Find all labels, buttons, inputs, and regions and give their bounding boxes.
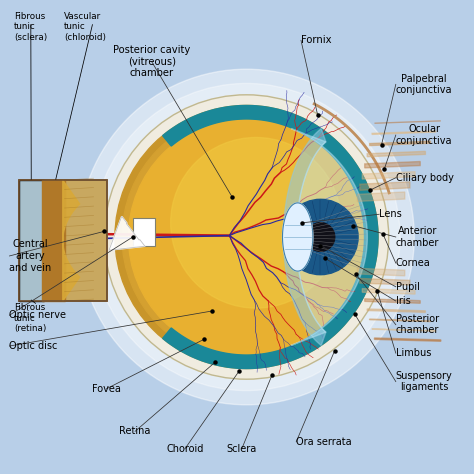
Polygon shape — [357, 192, 405, 201]
Polygon shape — [357, 268, 405, 276]
FancyBboxPatch shape — [19, 180, 44, 301]
Polygon shape — [365, 299, 420, 303]
Polygon shape — [63, 180, 80, 301]
Text: Fibrous
tunic
(sclera): Fibrous tunic (sclera) — [14, 12, 47, 42]
Text: Cornea: Cornea — [396, 258, 430, 268]
Text: Fovea: Fovea — [92, 383, 121, 394]
Polygon shape — [372, 131, 436, 135]
Polygon shape — [374, 121, 441, 123]
Text: Limbus: Limbus — [396, 348, 431, 358]
Text: Optic nerve: Optic nerve — [9, 310, 66, 320]
Text: Ora serrata: Ora serrata — [296, 437, 352, 447]
Polygon shape — [362, 289, 415, 294]
Text: Vascular
tunic
(chloroid): Vascular tunic (chloroid) — [64, 12, 106, 42]
Text: Fornix: Fornix — [301, 35, 331, 46]
Polygon shape — [365, 162, 420, 168]
Text: Lens: Lens — [379, 209, 402, 219]
Text: Fibrous
tunic
(retina): Fibrous tunic (retina) — [14, 303, 46, 333]
Circle shape — [283, 200, 358, 275]
Text: Ocular
conjunctiva: Ocular conjunctiva — [396, 124, 452, 146]
Polygon shape — [163, 106, 378, 368]
Polygon shape — [283, 128, 326, 346]
Text: Choroid: Choroid — [166, 444, 203, 454]
FancyBboxPatch shape — [133, 218, 155, 246]
Circle shape — [79, 69, 414, 405]
Polygon shape — [372, 329, 436, 331]
Polygon shape — [362, 172, 415, 179]
Text: Posterior cavity
(vitreous)
chamber: Posterior cavity (vitreous) chamber — [113, 45, 190, 78]
Polygon shape — [360, 182, 410, 190]
Circle shape — [93, 83, 400, 391]
Polygon shape — [360, 278, 410, 285]
Text: Anterior
chamber: Anterior chamber — [396, 226, 439, 248]
Polygon shape — [109, 216, 145, 250]
Text: Sclera: Sclera — [227, 444, 257, 454]
Polygon shape — [291, 128, 367, 346]
Text: Ciliary body: Ciliary body — [396, 173, 454, 183]
Polygon shape — [367, 151, 425, 157]
Text: Suspensory
ligaments: Suspensory ligaments — [396, 371, 453, 392]
Text: Palpebral
conjunctiva: Palpebral conjunctiva — [396, 73, 452, 95]
Text: Posterior
chamber: Posterior chamber — [396, 314, 439, 336]
Text: Iris: Iris — [396, 296, 410, 306]
FancyBboxPatch shape — [19, 180, 107, 301]
Text: Central
artery
and vein: Central artery and vein — [9, 239, 52, 273]
Circle shape — [122, 113, 371, 362]
Circle shape — [306, 223, 335, 251]
Polygon shape — [374, 338, 441, 341]
Polygon shape — [370, 319, 430, 321]
Circle shape — [128, 119, 365, 355]
Polygon shape — [367, 309, 425, 312]
Circle shape — [171, 137, 341, 308]
Circle shape — [115, 106, 378, 369]
Text: Pupil: Pupil — [396, 282, 419, 292]
Polygon shape — [283, 203, 313, 271]
Text: Optic disc: Optic disc — [9, 341, 58, 351]
Polygon shape — [370, 141, 430, 146]
Text: Retina: Retina — [119, 426, 151, 437]
Polygon shape — [42, 180, 64, 301]
Circle shape — [104, 95, 389, 379]
